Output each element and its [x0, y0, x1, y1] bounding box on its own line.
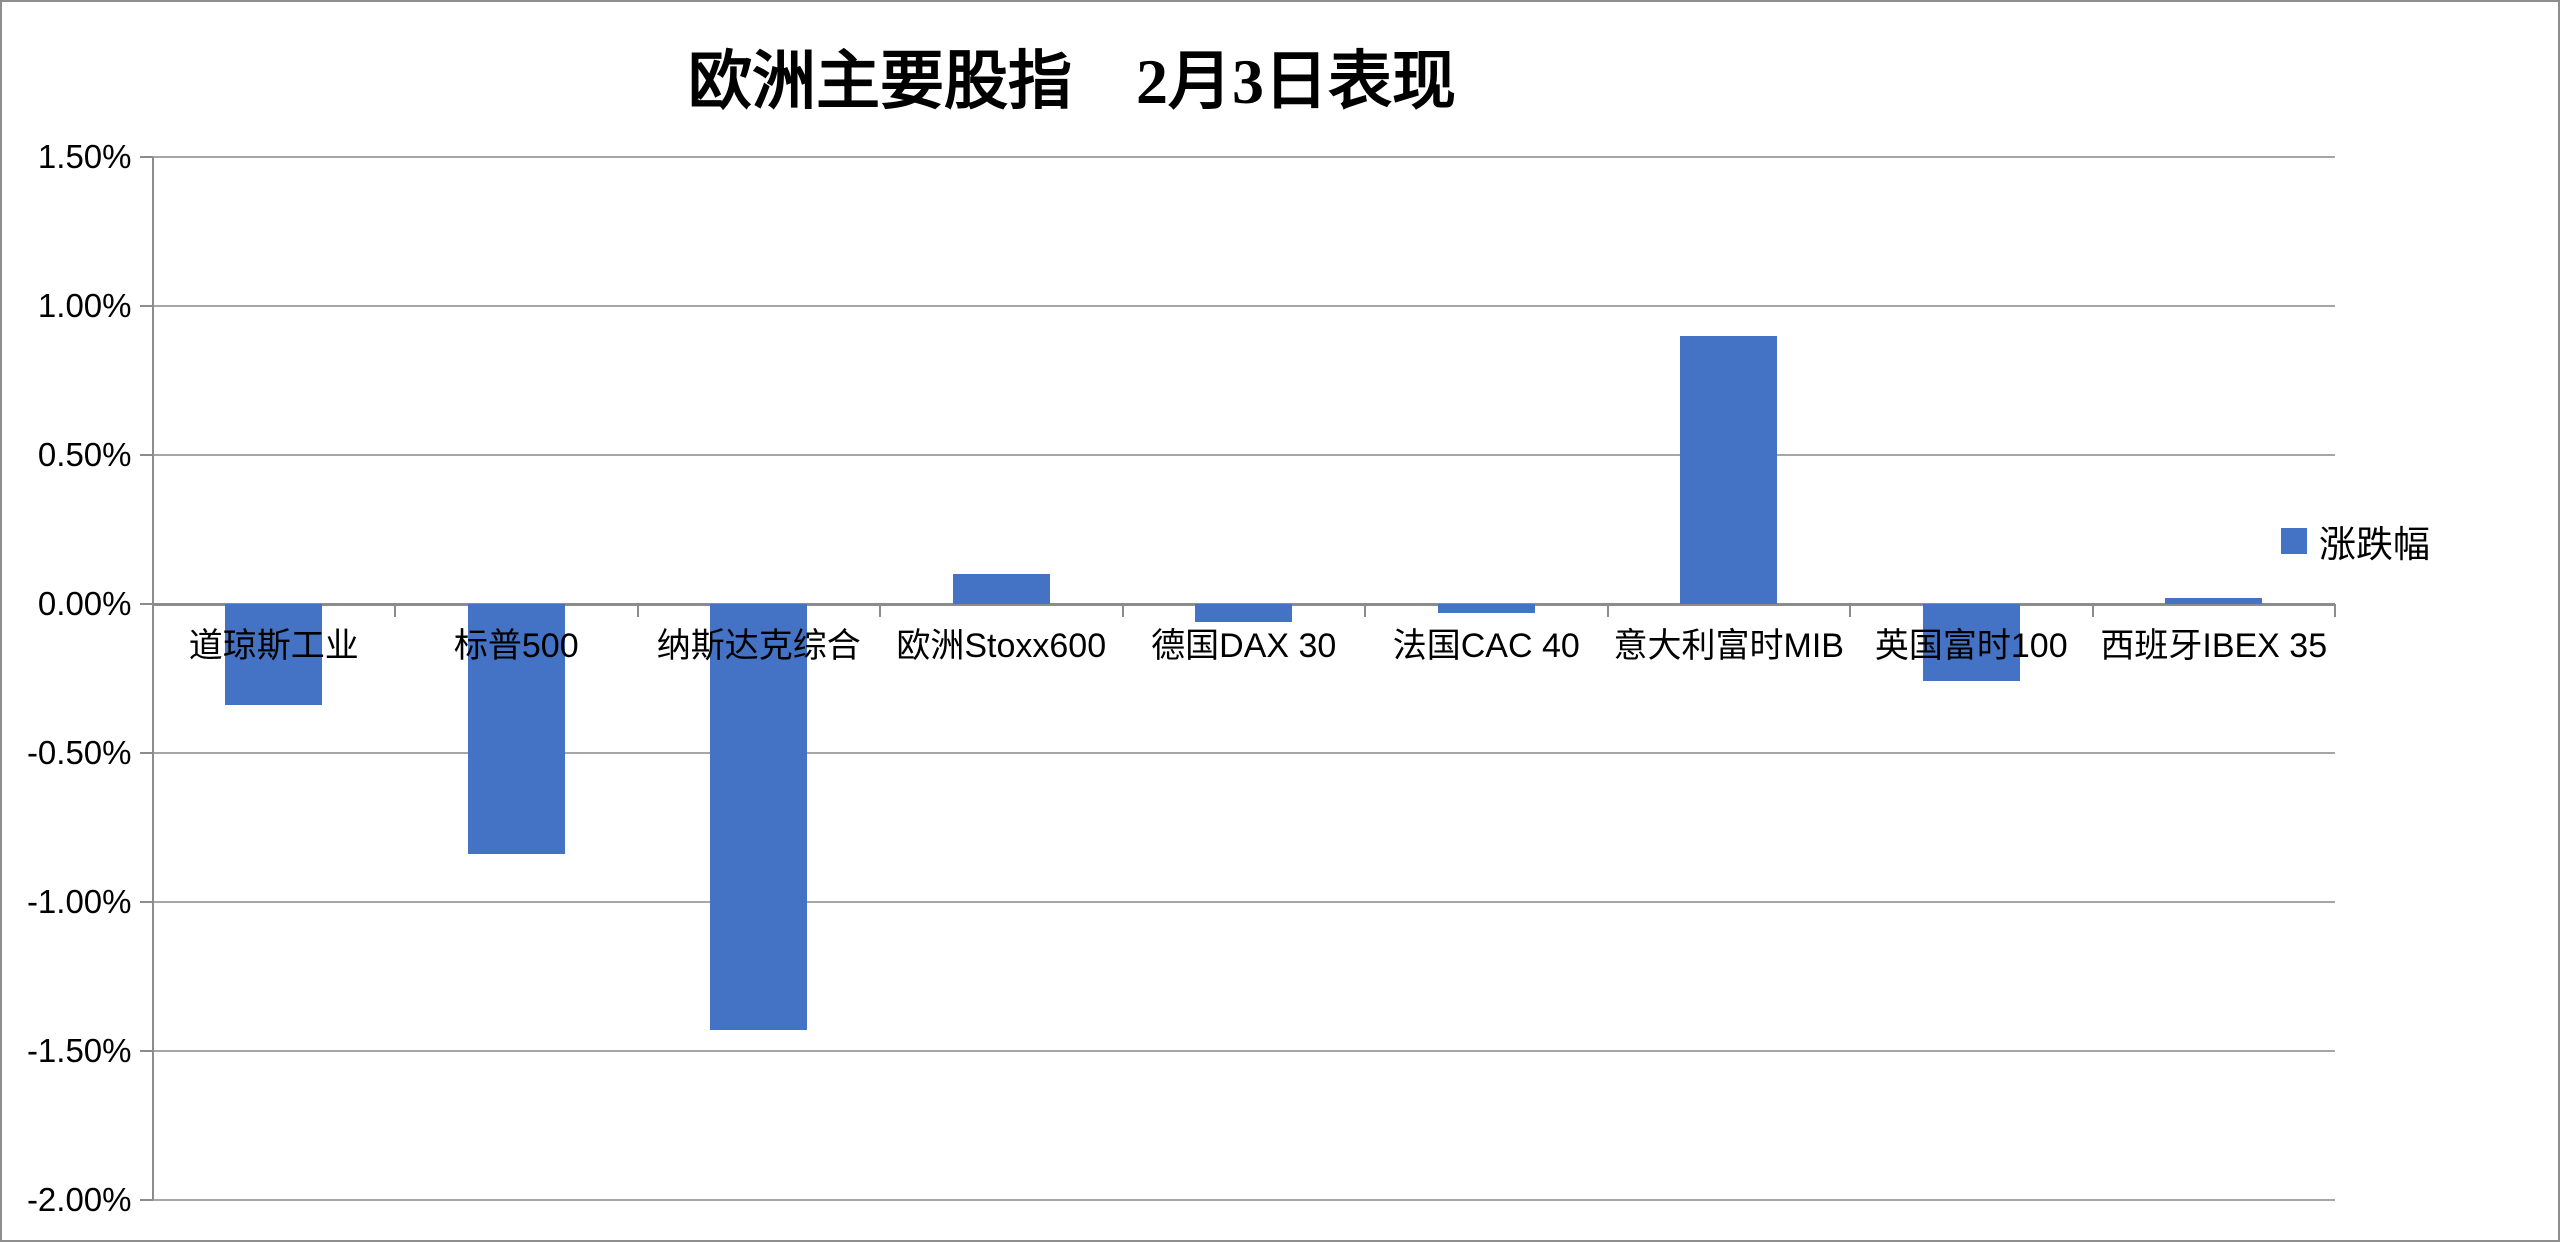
- x-axis-tick: [1364, 604, 1366, 617]
- x-axis-tick: [879, 604, 881, 617]
- legend-color-swatch: [2281, 528, 2307, 554]
- bar: [225, 604, 323, 706]
- legend: 涨跌幅: [2281, 514, 2430, 568]
- y-axis-tick-label: -0.50%: [26, 734, 132, 771]
- gridline: [152, 752, 2335, 754]
- y-axis-tick-label: 1.50%: [37, 138, 132, 175]
- y-axis-tick-label: -2.00%: [26, 1181, 132, 1218]
- y-axis-line: [151, 157, 154, 1200]
- y-axis-tick: [139, 156, 153, 158]
- bar: [467, 604, 565, 855]
- y-axis-tick: [139, 454, 153, 456]
- y-axis-tick-label: 0.00%: [37, 585, 132, 622]
- category-label: 西班牙IBEX 35: [2100, 627, 2328, 665]
- bar: [952, 574, 1050, 604]
- y-axis-tick-label: 1.00%: [37, 287, 132, 324]
- category-label: 意大利富时MIB: [1613, 627, 1844, 665]
- x-axis-tick: [636, 604, 639, 617]
- gridline: [152, 901, 2335, 903]
- gridline: [152, 454, 2335, 456]
- gridline: [152, 1050, 2335, 1052]
- y-axis-tick: [139, 752, 153, 754]
- x-axis-tick: [2091, 604, 2094, 617]
- category-label: 纳斯达克综合: [656, 627, 861, 665]
- y-axis-tick: [139, 1050, 153, 1052]
- x-axis-tick: [1121, 604, 1124, 617]
- y-axis-tick: [139, 305, 153, 307]
- x-axis-tick: [151, 604, 154, 617]
- x-axis-tick: [1606, 604, 1609, 617]
- category-label: 德国DAX 30: [1151, 627, 1337, 665]
- bar: [1680, 335, 1778, 604]
- bar: [1195, 604, 1293, 622]
- legend-series-label: 涨跌幅: [2319, 524, 2430, 565]
- bar: [1437, 604, 1535, 613]
- y-axis-tick: [139, 603, 153, 605]
- x-axis-tick: [394, 604, 396, 617]
- y-axis-tick: [139, 901, 153, 903]
- gridline: [152, 305, 2335, 307]
- x-axis-tick: [2334, 604, 2336, 617]
- category-label: 道琼斯工业: [188, 627, 359, 665]
- y-axis-tick-label: 0.50%: [37, 436, 132, 473]
- bar: [1922, 604, 2020, 682]
- x-axis-tick: [1849, 604, 1851, 617]
- gridline: [152, 156, 2335, 158]
- bar: [710, 604, 808, 1031]
- y-axis-tick-label: -1.00%: [26, 883, 132, 920]
- bar: [2165, 598, 2263, 604]
- category-label: 法国CAC 40: [1392, 627, 1580, 665]
- chart-title: 欧洲主要股指 2月3日表现: [688, 46, 1456, 117]
- y-axis-tick-label: -1.50%: [26, 1032, 132, 1069]
- y-axis-tick: [139, 1199, 153, 1201]
- category-label: 欧洲Stoxx600: [896, 627, 1107, 665]
- category-label: 英国富时100: [1874, 627, 2068, 665]
- gridline: [152, 1199, 2335, 1201]
- category-label: 标普500: [453, 627, 579, 665]
